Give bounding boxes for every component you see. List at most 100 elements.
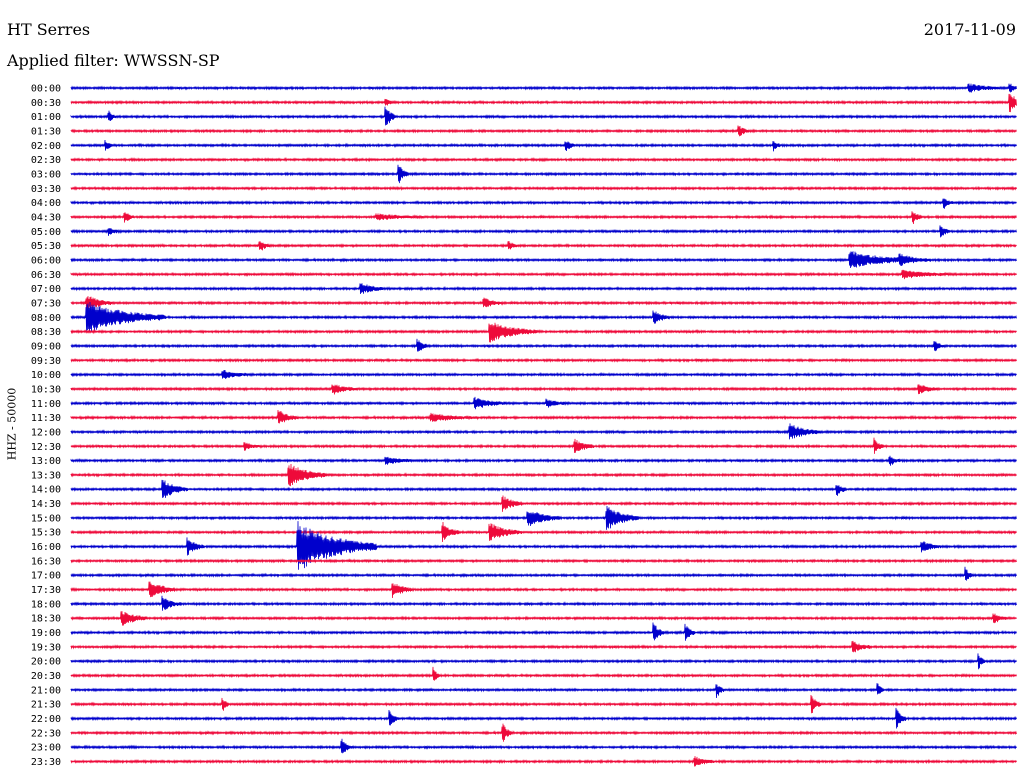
trace-1030 xyxy=(70,384,1017,395)
row-label-0200: 02:00 xyxy=(31,141,61,152)
row-label-2200: 22:00 xyxy=(31,714,61,725)
trace-lines xyxy=(70,83,1017,767)
row-label-0000: 00:00 xyxy=(31,84,61,95)
trace-0400 xyxy=(70,198,1017,209)
trace-1700 xyxy=(70,566,1017,581)
trace-2100 xyxy=(70,683,1017,699)
trace-1200 xyxy=(70,423,1017,440)
row-label-0700: 07:00 xyxy=(31,284,61,295)
trace-1330 xyxy=(70,464,1017,487)
row-label-2230: 22:30 xyxy=(31,728,61,739)
row-label-0800: 08:00 xyxy=(31,313,61,324)
row-label-1200: 12:00 xyxy=(31,427,61,438)
row-label-1600: 16:00 xyxy=(31,542,61,553)
row-label-0230: 02:30 xyxy=(31,155,61,166)
row-label-1030: 10:30 xyxy=(31,384,61,395)
row-label-0500: 05:00 xyxy=(31,227,61,238)
trace-0330 xyxy=(70,185,1017,192)
trace-1000 xyxy=(70,369,1017,379)
applied-filter: Applied filter: WWSSN-SP xyxy=(7,51,220,70)
trace-0600 xyxy=(70,251,1017,268)
row-label-1800: 18:00 xyxy=(31,599,61,610)
trace-2330 xyxy=(70,756,1017,767)
row-label-2300: 23:00 xyxy=(31,743,61,754)
trace-0000 xyxy=(70,83,1017,93)
row-label-1830: 18:30 xyxy=(31,614,61,625)
row-label-0330: 03:30 xyxy=(31,184,61,195)
row-label-0930: 09:30 xyxy=(31,356,61,367)
trace-0900 xyxy=(70,338,1017,352)
trace-0800 xyxy=(70,301,1017,333)
trace-0730 xyxy=(70,296,1017,311)
row-label-0400: 04:00 xyxy=(31,198,61,209)
row-label-0100: 01:00 xyxy=(31,112,61,123)
record-date: 2017-11-09 xyxy=(923,20,1016,39)
row-label-1330: 13:30 xyxy=(31,470,61,481)
row-label-2330: 23:30 xyxy=(31,757,61,768)
row-label-0130: 01:30 xyxy=(31,126,61,137)
trace-1900 xyxy=(70,622,1017,641)
trace-1300 xyxy=(70,455,1017,466)
row-label-0430: 04:30 xyxy=(31,212,61,223)
row-label-2030: 20:30 xyxy=(31,671,61,682)
trace-1600 xyxy=(70,521,1017,570)
station-name: HT Serres xyxy=(7,20,91,39)
row-label-0300: 03:00 xyxy=(31,169,61,180)
row-label-1500: 15:00 xyxy=(31,513,61,524)
row-label-0530: 05:30 xyxy=(31,241,61,252)
row-label-0730: 07:30 xyxy=(31,298,61,309)
trace-2230 xyxy=(70,723,1017,742)
trace-1630 xyxy=(70,558,1017,564)
row-label-1300: 13:00 xyxy=(31,456,61,467)
trace-1530 xyxy=(70,521,1017,542)
trace-2030 xyxy=(70,666,1017,681)
row-label-1000: 10:00 xyxy=(31,370,61,381)
row-labels: 00:00 00:30 01:00 01:30 02:00 02:30 03:00 03:30… xyxy=(31,84,61,769)
row-label-2000: 20:00 xyxy=(31,657,61,668)
row-label-1230: 12:30 xyxy=(31,442,61,453)
row-label-1430: 14:30 xyxy=(31,499,61,510)
trace-0230 xyxy=(70,156,1017,163)
trace-2300 xyxy=(70,738,1017,754)
trace-2200 xyxy=(70,707,1017,729)
trace-0830 xyxy=(70,322,1017,343)
row-label-1900: 19:00 xyxy=(31,628,61,639)
row-label-0830: 08:30 xyxy=(31,327,61,338)
trace-0130 xyxy=(70,125,1017,137)
trace-1500 xyxy=(70,505,1017,530)
trace-0030 xyxy=(70,93,1017,113)
row-label-1730: 17:30 xyxy=(31,585,61,596)
trace-0530 xyxy=(70,240,1017,251)
trace-1730 xyxy=(70,581,1017,598)
row-label-2100: 21:00 xyxy=(31,685,61,696)
trace-0100 xyxy=(70,106,1017,126)
trace-0300 xyxy=(70,164,1017,184)
row-label-0630: 06:30 xyxy=(31,270,61,281)
trace-2000 xyxy=(70,653,1017,670)
row-label-1130: 11:30 xyxy=(31,413,61,424)
trace-1230 xyxy=(70,437,1017,454)
trace-0430 xyxy=(70,211,1017,224)
row-label-0030: 00:30 xyxy=(31,98,61,109)
trace-1100 xyxy=(70,396,1017,410)
row-label-2130: 21:30 xyxy=(31,700,61,711)
trace-0930 xyxy=(70,357,1017,364)
row-label-0600: 06:00 xyxy=(31,255,61,266)
trace-1400 xyxy=(70,479,1017,498)
trace-0700 xyxy=(70,283,1017,294)
row-label-1100: 11:00 xyxy=(31,399,61,410)
row-label-1930: 19:30 xyxy=(31,642,61,653)
trace-0200 xyxy=(70,139,1017,152)
trace-1800 xyxy=(70,595,1017,611)
row-label-1400: 14:00 xyxy=(31,485,61,496)
trace-1430 xyxy=(70,495,1017,512)
trace-1930 xyxy=(70,640,1017,653)
row-label-1700: 17:00 xyxy=(31,571,61,582)
trace-0630 xyxy=(70,269,1017,280)
trace-1830 xyxy=(70,611,1017,626)
row-label-1630: 16:30 xyxy=(31,556,61,567)
trace-1130 xyxy=(70,410,1017,424)
trace-0500 xyxy=(70,225,1017,238)
row-label-0900: 09:00 xyxy=(31,341,61,352)
